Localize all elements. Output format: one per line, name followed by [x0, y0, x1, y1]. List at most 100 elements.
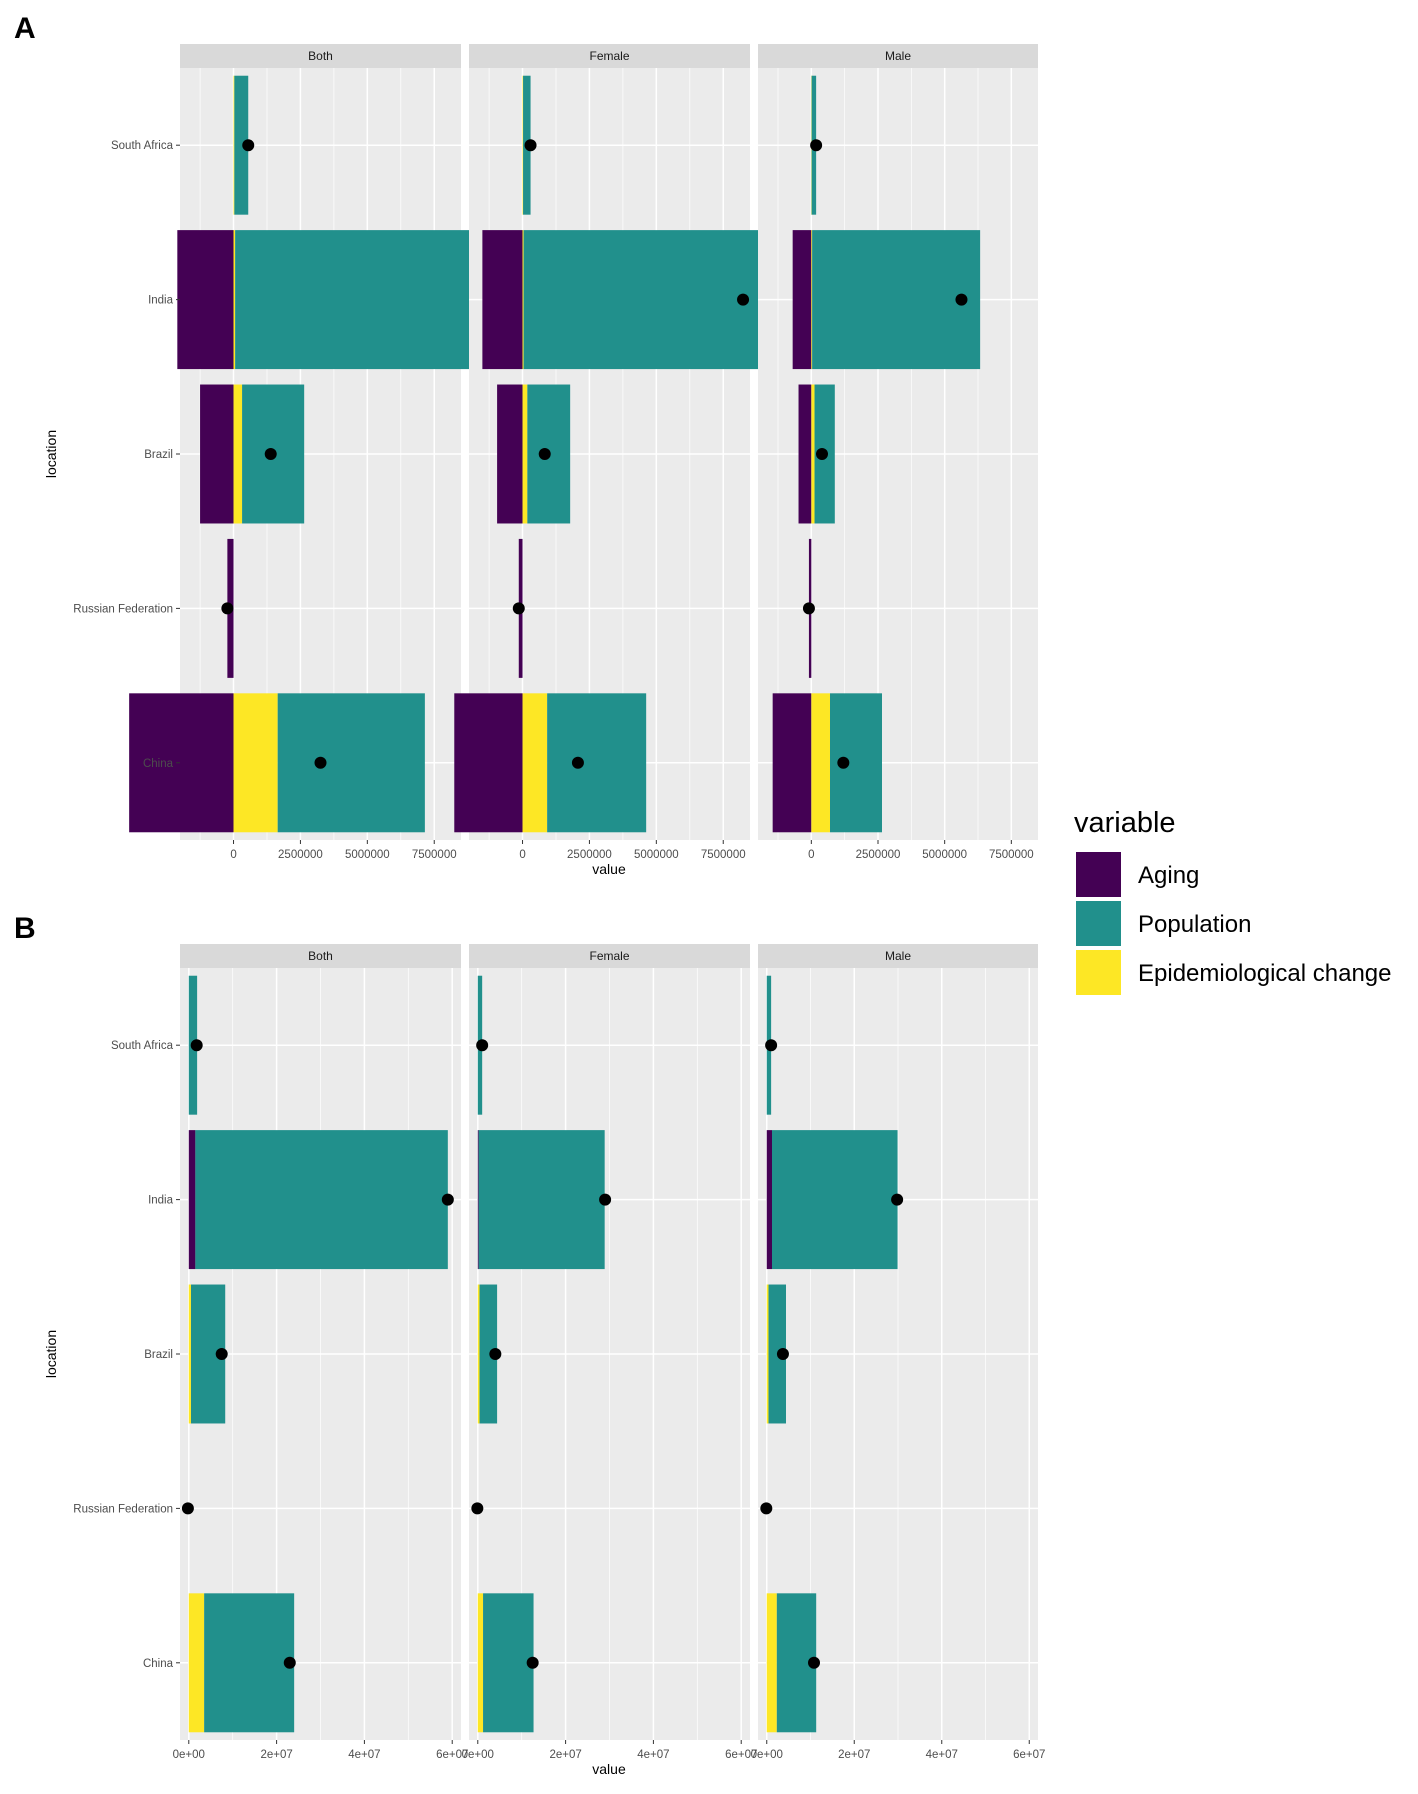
net-point-india — [955, 293, 968, 306]
net-point-south-africa — [190, 1039, 203, 1052]
facet-both: Both 0e+00 2e+07 4e+07 6e+07 — [173, 944, 468, 1761]
net-point-brazil — [776, 1348, 789, 1360]
bar-population-india — [478, 1130, 605, 1270]
facet-strip — [758, 44, 1038, 68]
bar-epidemiological-change-brazil — [522, 384, 528, 524]
facet-female: Female 0 2500000 5000000 7500000 — [454, 44, 784, 861]
net-point-china — [526, 1656, 539, 1669]
net-point-brazil — [816, 448, 828, 460]
x-tick-label: 0 — [519, 849, 525, 861]
legend-label-aging: Aging — [1138, 862, 1199, 889]
y-tick-label-india: India — [148, 1195, 174, 1207]
x-tick-label: 4e+07 — [926, 1749, 958, 1761]
bar-aging-india — [766, 1130, 772, 1270]
facet-strip — [180, 44, 461, 68]
x-tick-label: 5000000 — [634, 849, 679, 861]
x-tick-label: 2500000 — [856, 849, 901, 861]
net-point-india — [737, 293, 750, 306]
facet-female: Female 0e+00 2e+07 4e+07 6e+07 — [462, 944, 757, 1761]
net-point-south-africa — [476, 1039, 489, 1052]
net-point-china — [314, 756, 327, 769]
y-axis-title: location — [43, 1330, 59, 1378]
x-tick-label: 2500000 — [278, 849, 323, 861]
y-tick-label-china: China — [143, 1658, 174, 1670]
net-point-russian-federation — [221, 602, 234, 615]
net-point-south-africa — [810, 139, 823, 152]
facet-strip-label: Female — [589, 949, 629, 963]
x-tick-label: 6e+07 — [1013, 1749, 1045, 1761]
bar-aging-india — [477, 1130, 479, 1270]
y-tick-label-russian-federation: Russian Federation — [73, 603, 173, 615]
net-point-south-africa — [765, 1039, 778, 1052]
x-axis-title: value — [592, 861, 626, 877]
panel-letter-a: A — [14, 12, 36, 45]
x-tick-label: 2e+07 — [260, 1749, 292, 1761]
net-point-china — [283, 1656, 296, 1669]
x-tick-label: 0e+00 — [462, 1749, 494, 1761]
net-point-russian-federation — [802, 602, 815, 615]
legend-swatch-epidemiological-change — [1076, 950, 1121, 995]
net-point-russian-federation — [471, 1502, 484, 1515]
net-point-china — [837, 756, 850, 769]
plot-a: A Both 0 2500000 5000000 7500000 Female 0 250000… — [14, 12, 1038, 877]
legend: variable Aging Population Epidemiological c… — [1074, 807, 1392, 995]
plot-b: B Both 0e+00 2e+07 4e+07 6e+07 Female 0e+00 2e+0… — [14, 912, 1045, 1777]
bar-population-india — [812, 230, 981, 370]
bar-aging-india — [177, 230, 234, 370]
bar-aging-china — [454, 693, 523, 833]
net-point-russian-federation — [181, 1502, 194, 1515]
x-axis-title: value — [592, 1761, 626, 1777]
x-tick-label: 6e+07 — [436, 1749, 468, 1761]
y-axis-title: location — [43, 430, 59, 478]
net-point-russian-federation — [760, 1502, 773, 1515]
y-tick-label-brazil: Brazil — [144, 449, 173, 461]
bar-aging-china — [772, 693, 812, 833]
bar-epidemiological-change-brazil — [477, 1284, 480, 1424]
bar-population-china — [547, 693, 647, 833]
bar-population-china — [204, 1593, 295, 1733]
facet-strip-label: Both — [308, 949, 333, 963]
net-point-south-africa — [242, 139, 255, 152]
legend-swatch-population — [1076, 901, 1121, 946]
bar-population-india — [772, 1130, 898, 1270]
facet-strip — [758, 944, 1038, 968]
x-tick-label: 4e+07 — [637, 1749, 669, 1761]
x-tick-label: 2e+07 — [838, 1749, 870, 1761]
bar-population-brazil — [479, 1284, 498, 1424]
x-tick-label: 5000000 — [345, 849, 390, 861]
net-point-china — [571, 756, 584, 769]
facet-strip-label: Female — [589, 49, 629, 63]
x-tick-label: 7500000 — [412, 849, 457, 861]
facet-strip-label: Both — [308, 49, 333, 63]
y-tick-label-russian-federation: Russian Federation — [73, 1503, 173, 1515]
legend-title: variable — [1074, 807, 1176, 839]
x-tick-label: 0 — [808, 849, 814, 861]
y-tick-label-south-africa: South Africa — [111, 140, 174, 152]
x-tick-label: 2e+07 — [549, 1749, 581, 1761]
bar-aging-india — [482, 230, 523, 370]
net-point-brazil — [489, 1348, 502, 1360]
x-tick-label: 0e+00 — [173, 1749, 205, 1761]
panel-letter-b: B — [14, 912, 36, 945]
legend-swatch-aging — [1076, 852, 1121, 897]
x-tick-label: 2500000 — [567, 849, 612, 861]
bar-aging-china — [129, 693, 234, 833]
x-tick-label: 7500000 — [989, 849, 1034, 861]
y-tick-label-china: China — [143, 758, 174, 770]
x-tick-label: 7500000 — [701, 849, 746, 861]
bar-epidemiological-change-brazil — [811, 384, 815, 524]
facet-male: Male 0e+00 2e+07 4e+07 6e+07 — [751, 944, 1045, 1761]
net-point-russian-federation — [512, 602, 525, 615]
net-point-brazil — [538, 448, 551, 460]
bar-epidemiological-change-india — [233, 230, 236, 370]
bar-epidemiological-change-india — [811, 230, 813, 370]
x-tick-label: 6e+07 — [725, 1749, 757, 1761]
bar-epidemiological-change-china — [522, 693, 548, 833]
net-point-india — [891, 1193, 904, 1206]
bar-population-china — [277, 693, 425, 833]
bar-epidemiological-change-china — [766, 1593, 777, 1733]
net-point-brazil — [215, 1348, 228, 1360]
facet-strip — [469, 944, 750, 968]
x-tick-label: 0 — [230, 849, 236, 861]
